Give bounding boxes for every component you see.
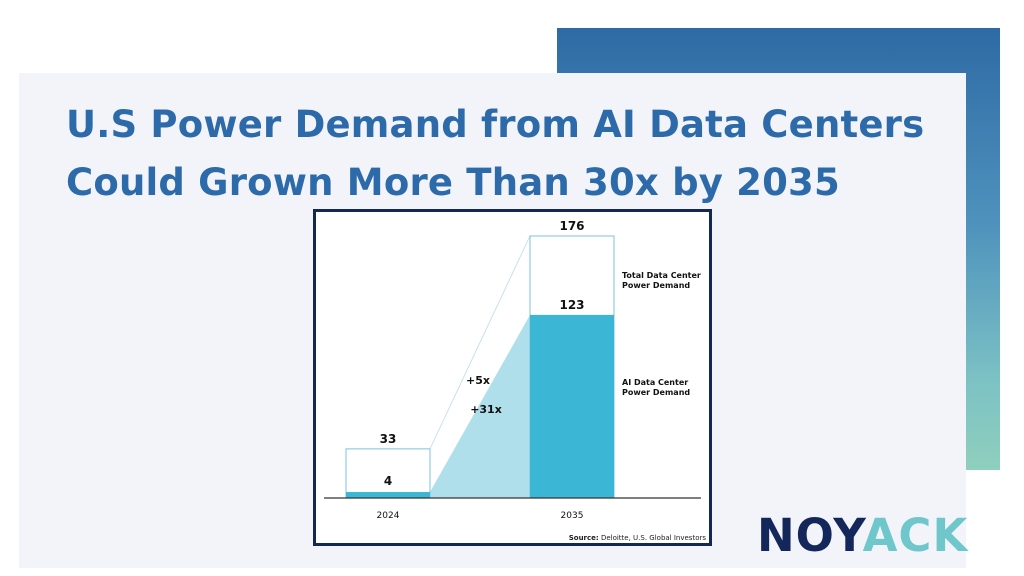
legend-ai-line2: Power Demand xyxy=(622,388,690,397)
x-tick-2024: 2024 xyxy=(377,511,400,521)
title-line-2: Could Grown More Than 30x by 2035 xyxy=(66,161,840,204)
legend-ai-line1: AI Data Center xyxy=(622,378,688,387)
legend-total-line2: Power Demand xyxy=(622,281,690,290)
bar-ai-2024 xyxy=(346,492,430,498)
legend-total-line1: Total Data Center xyxy=(622,271,701,280)
source-label: Source: xyxy=(568,534,599,542)
page-title: U.S Power Demand from AI Data Centers Co… xyxy=(66,96,966,212)
label-ai-2024: 4 xyxy=(384,474,392,488)
chart-frame: 33 4 2024 176 123 2035 +5x +31x Total Data Cente… xyxy=(313,209,712,546)
annotation-ai-growth: +31x xyxy=(470,403,502,416)
noyack-logo: NOYACK xyxy=(757,511,968,561)
label-total-2024: 33 xyxy=(380,432,397,446)
label-ai-2035: 123 xyxy=(559,298,584,312)
logo-part-1: NOY xyxy=(757,509,863,562)
annotation-total-growth: +5x xyxy=(466,374,490,387)
ai-growth-connector xyxy=(430,314,530,498)
source-text: Deloitte, U.S. Global Investors xyxy=(600,534,706,542)
logo-part-2: ACK xyxy=(862,509,969,562)
bar-chart: 33 4 2024 176 123 2035 +5x +31x Total Data Cente… xyxy=(324,219,701,521)
source-note: Source: Deloitte, U.S. Global Investors xyxy=(569,534,706,542)
label-total-2035: 176 xyxy=(559,219,584,233)
x-tick-2035: 2035 xyxy=(561,511,584,521)
title-line-1: U.S Power Demand from AI Data Centers xyxy=(66,103,925,146)
bar-ai-2035 xyxy=(530,314,614,498)
